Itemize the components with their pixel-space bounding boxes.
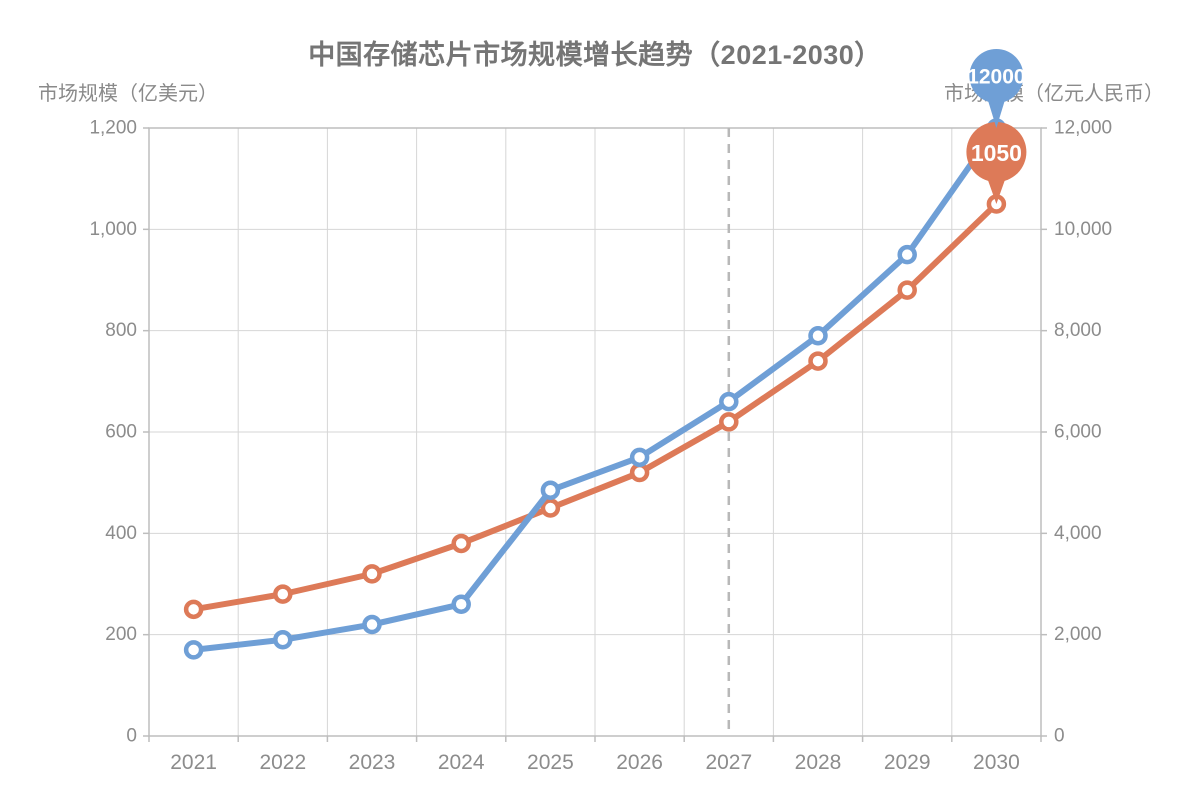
svg-text:400: 400	[105, 523, 137, 544]
max-value-pin-rmb: 12000	[967, 49, 1026, 128]
data-point-marker	[719, 391, 739, 412]
svg-text:0: 0	[1054, 726, 1065, 747]
left-axis-tick-labels: 0 200 400 600 800 1,000 1,200	[89, 118, 137, 747]
data-point-marker	[362, 564, 382, 584]
svg-text:6,000: 6,000	[1054, 422, 1102, 443]
svg-text:2022: 2022	[259, 751, 306, 774]
svg-text:2024: 2024	[438, 751, 485, 774]
svg-text:0: 0	[126, 726, 137, 747]
max-value-pin-label: 12000	[967, 66, 1025, 89]
data-point-marker	[808, 325, 828, 346]
x-axis-tick-labels: 2021 2022 2023 2024 2025 2026 2027 2028 2029 2030	[170, 751, 1020, 774]
data-point-marker	[362, 614, 382, 635]
svg-text:4,000: 4,000	[1054, 523, 1102, 544]
series-rmb-line	[183, 118, 1007, 660]
data-point-marker	[897, 280, 917, 300]
svg-text:8,000: 8,000	[1054, 320, 1102, 341]
svg-text:800: 800	[105, 320, 137, 341]
max-value-pin-label: 1050	[971, 140, 1022, 166]
svg-text:2,000: 2,000	[1054, 624, 1102, 645]
data-point-marker	[183, 640, 204, 660]
data-point-marker	[451, 594, 471, 615]
data-point-marker	[183, 599, 204, 620]
axis-ticks	[143, 127, 1047, 742]
svg-text:2025: 2025	[527, 751, 574, 774]
svg-text:2021: 2021	[170, 751, 217, 774]
data-point-marker	[629, 462, 650, 483]
svg-text:2026: 2026	[616, 751, 663, 774]
data-point-marker	[451, 533, 471, 554]
data-point-marker	[897, 244, 917, 265]
svg-text:200: 200	[105, 624, 137, 645]
svg-text:1,200: 1,200	[89, 118, 137, 139]
svg-text:2028: 2028	[795, 751, 842, 774]
svg-text:1,000: 1,000	[89, 219, 137, 240]
max-value-pin-usd: 1050	[966, 122, 1027, 204]
series-usd-line	[183, 194, 1007, 620]
data-point-marker	[273, 629, 293, 650]
svg-text:10,000: 10,000	[1054, 219, 1112, 240]
svg-text:2023: 2023	[349, 751, 396, 774]
svg-text:600: 600	[105, 422, 137, 443]
data-point-marker	[808, 351, 828, 371]
svg-text:12,000: 12,000	[1054, 118, 1112, 139]
data-point-marker	[540, 498, 561, 518]
data-point-marker	[629, 447, 650, 468]
left-axis-name: 市场规模（亿美元）	[38, 83, 218, 105]
svg-text:2029: 2029	[884, 751, 931, 774]
svg-text:2027: 2027	[705, 751, 752, 774]
data-point-marker	[273, 584, 293, 604]
svg-text:2030: 2030	[973, 751, 1020, 774]
right-axis-tick-labels: 0 2,000 4,000 6,000 8,000 10,000 12,000	[1054, 118, 1112, 747]
chart-title: 中国存储芯片市场规模增长趋势（2021-2030）	[308, 40, 882, 70]
data-point-marker	[540, 480, 561, 501]
data-point-marker	[719, 412, 739, 432]
